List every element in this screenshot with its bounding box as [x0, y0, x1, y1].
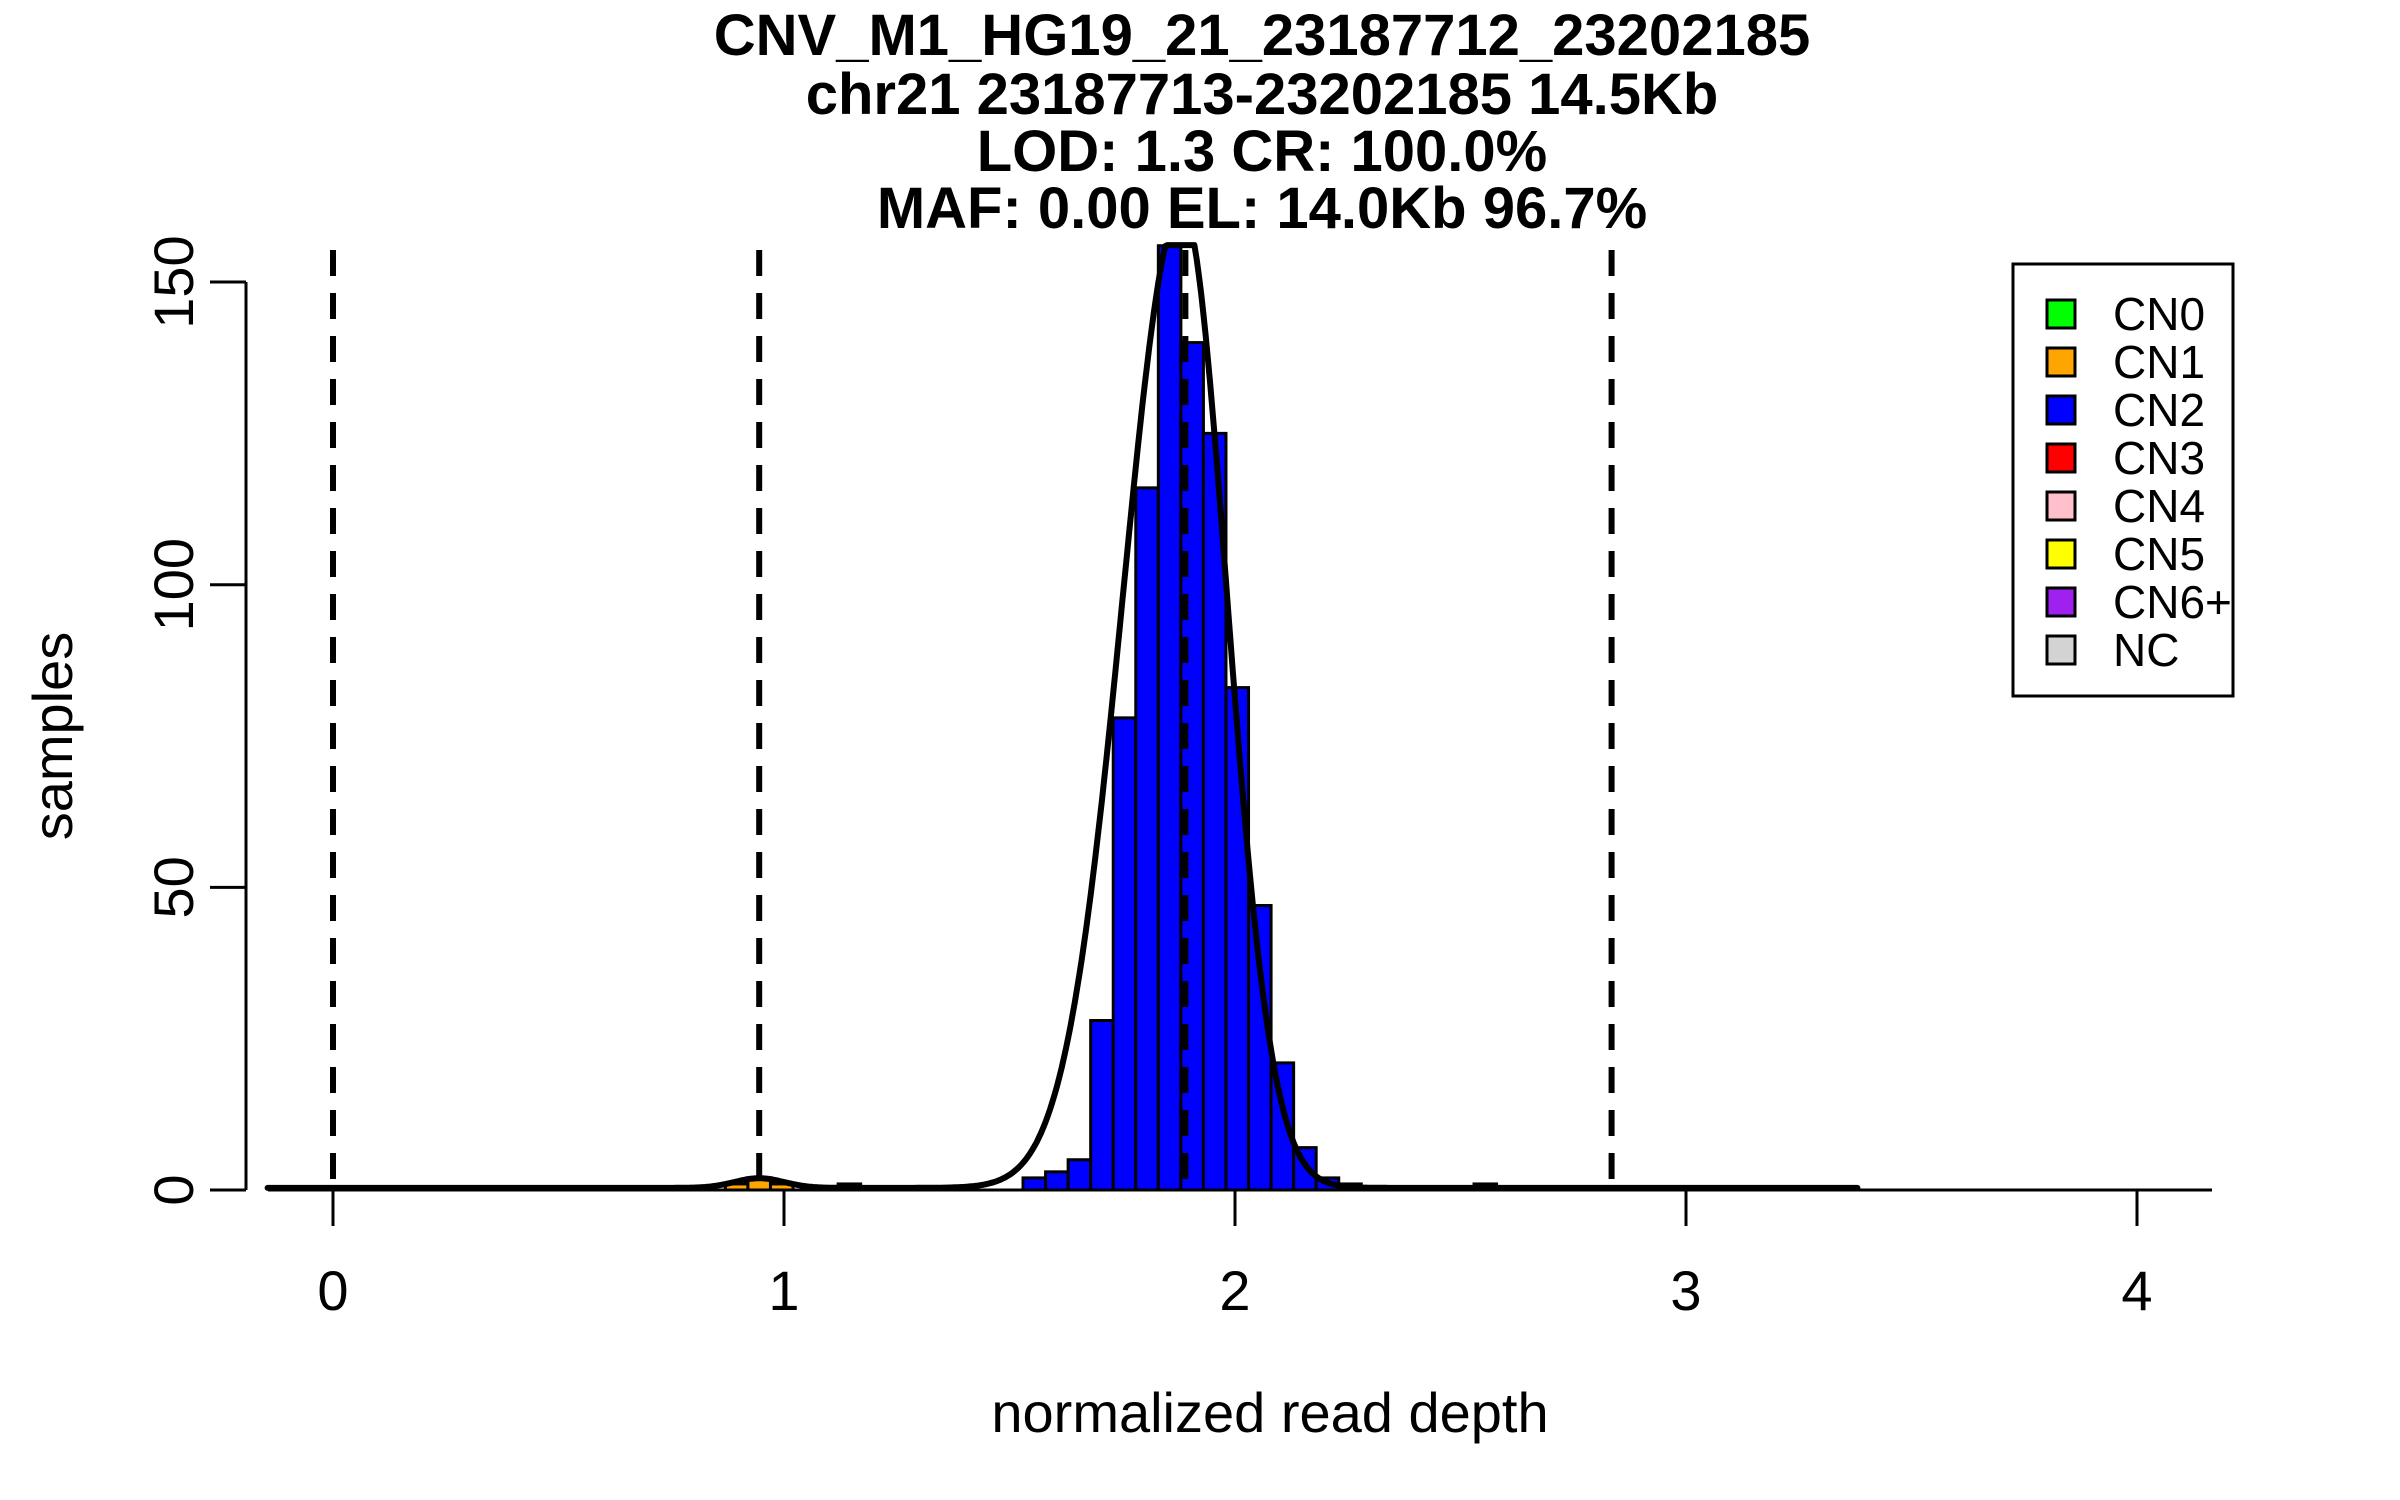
legend-swatch-cn1: [2045, 346, 2077, 378]
x-tick-label: 1: [768, 1259, 799, 1322]
title-line-4: MAF: 0.00 EL: 14.0Kb 96.7%: [877, 176, 1647, 241]
histogram-bar-cn2: [1044, 1170, 1070, 1192]
legend-label-cn4: CN4: [2113, 480, 2205, 532]
legend-swatch-cn6+: [2045, 586, 2077, 618]
y-tick-label: 150: [142, 235, 205, 328]
legend-label-nc: NC: [2113, 624, 2179, 676]
axes: 0 50 100 150 0 1 2 3 4: [142, 235, 2212, 1322]
histogram-bar-cn2: [1134, 486, 1160, 1192]
legend-label-cn1: CN1: [2113, 336, 2205, 388]
y-tick-label: 100: [142, 538, 205, 631]
y-axis-label: samples: [21, 632, 84, 841]
plot-area: 0 50 100 150 0 1 2 3 4: [142, 235, 2212, 1322]
histogram-bar-cn2: [1089, 1019, 1115, 1192]
legend-label-cn6+: CN6+: [2113, 576, 2232, 628]
legend-swatch-cn2: [2045, 394, 2077, 426]
y-tick-label: 50: [142, 856, 205, 918]
histogram-bar-cn2: [1021, 1176, 1048, 1192]
chart-title-block: CNV_M1_HG19_21_23187712_23202185 chr21 2…: [714, 3, 1810, 241]
title-line-2: chr21 23187713-23202185 14.5Kb: [806, 62, 1719, 127]
histogram-bar-cn2: [1156, 244, 1183, 1192]
x-tick-label: 4: [2121, 1259, 2152, 1322]
fitted-density-path: [264, 242, 1861, 1191]
histogram-bars: [723, 244, 1499, 1192]
title-line-1: CNV_M1_HG19_21_23187712_23202185: [714, 3, 1810, 68]
x-axis-label: normalized read depth: [991, 1381, 1548, 1444]
histogram-bar-cn2: [1066, 1158, 1093, 1192]
legend-swatch-cn3: [2045, 442, 2077, 474]
title-line-3: LOD: 1.3 CR: 100.0%: [977, 119, 1548, 184]
legend-box: [2011, 262, 2235, 698]
legend-swatch-cn0: [2045, 298, 2077, 330]
x-tick-label: 0: [317, 1259, 348, 1322]
legend-swatch-cn5: [2045, 538, 2077, 570]
x-tick-label: 3: [1670, 1259, 1701, 1322]
x-tick-label: 2: [1219, 1259, 1250, 1322]
legend-label-cn5: CN5: [2113, 528, 2205, 580]
legend-label-cn3: CN3: [2113, 432, 2205, 484]
legend-label-cn2: CN2: [2113, 384, 2205, 436]
y-tick-label: 0: [142, 1174, 205, 1205]
legend-swatch-cn4: [2045, 490, 2077, 522]
copy-number-guide-lines: [330, 250, 1615, 1190]
density-curve: [264, 242, 1861, 1191]
legend-swatch-nc: [2045, 634, 2077, 666]
histogram-bar-cn2: [1111, 716, 1138, 1192]
legend-label-cn0: CN0: [2113, 288, 2205, 340]
